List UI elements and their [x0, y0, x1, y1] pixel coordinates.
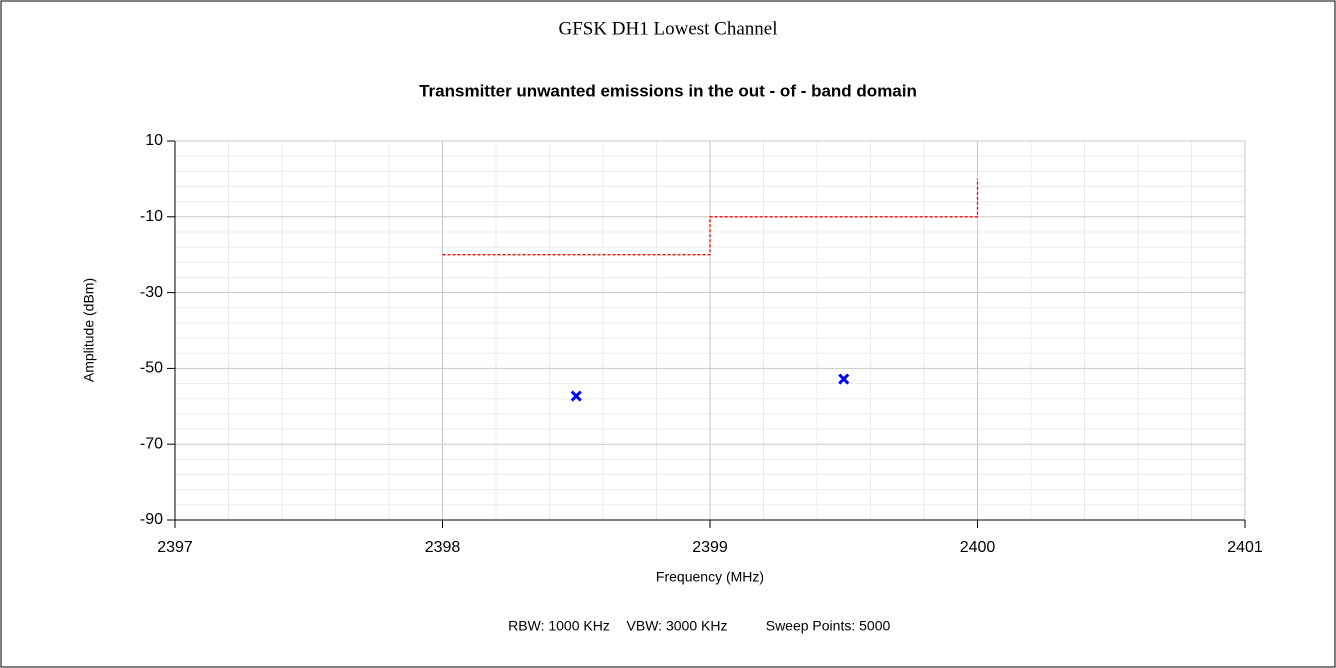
- y-tick-label: -70: [140, 435, 163, 452]
- y-axis-label: Amplitude (dBm): [81, 278, 97, 382]
- annotation: Sweep Points: 5000: [766, 618, 891, 634]
- page-title: GFSK DH1 Lowest Channel: [558, 18, 777, 39]
- annotation: VBW: 3000 KHz: [627, 618, 728, 634]
- limit-line: [442, 178, 979, 256]
- y-tick-label: -50: [140, 360, 163, 377]
- marker: [570, 390, 582, 402]
- y-tick-label: -10: [140, 208, 163, 225]
- annotation: RBW: 1000 KHz: [508, 618, 610, 634]
- y-tick-label: 10: [145, 132, 163, 149]
- x-tick-label: 2398: [425, 539, 461, 556]
- x-axis-label: Frequency (MHz): [656, 569, 764, 585]
- y-tick-label: -30: [140, 284, 163, 301]
- y-tick-label: -90: [140, 511, 163, 528]
- x-tick-label: 2400: [960, 539, 996, 556]
- x-tick-label: 2401: [1227, 539, 1263, 556]
- x-tick-label: 2397: [157, 539, 193, 556]
- chart-title: Transmitter unwanted emissions in the ou…: [419, 81, 917, 100]
- marker: [838, 373, 850, 385]
- x-tick-label: 2399: [692, 539, 728, 556]
